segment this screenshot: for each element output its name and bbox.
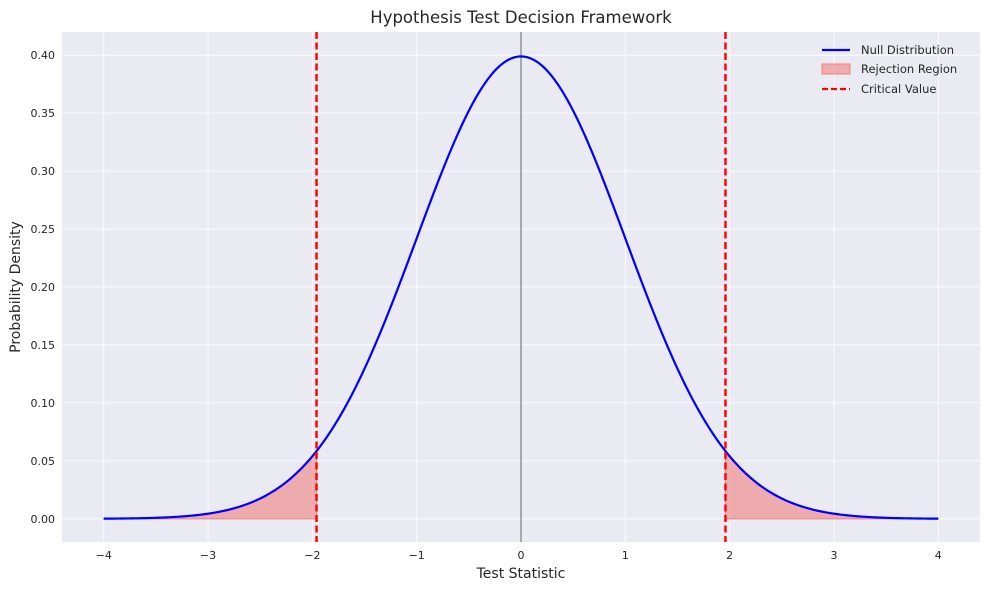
y-tick-label: 0.10 [31, 397, 56, 410]
y-tick-label: 0.35 [31, 107, 56, 120]
null-distribution-line [103, 55, 939, 520]
legend: Null Distribution Rejection Region Criti… [821, 43, 957, 96]
null-distribution-curve [103, 55, 939, 520]
y-tick-label: 0.15 [31, 339, 56, 352]
x-tick-label: 4 [935, 549, 942, 562]
critical-value-lines [315, 32, 727, 542]
y-axis-label: Probability Density [8, 221, 24, 353]
y-tick-label: 0.00 [31, 513, 56, 526]
chart-title: Hypothesis Test Decision Framework [370, 8, 672, 27]
x-tick-label: 2 [726, 549, 733, 562]
x-axis-ticks: −4 −3 −2 −1 0 1 2 3 4 [96, 549, 942, 562]
x-tick-label: 1 [622, 549, 629, 562]
legend-item-null-distribution: Null Distribution [822, 43, 954, 57]
legend-label-critical-value: Critical Value [861, 82, 936, 96]
x-axis-label: Test Statistic [476, 566, 566, 582]
x-tick-label: 0 [518, 549, 525, 562]
y-tick-label: 0.30 [31, 165, 56, 178]
x-tick-label: −3 [200, 549, 216, 562]
y-tick-label: 0.40 [31, 49, 56, 62]
legend-swatch-rejection-region [821, 63, 851, 75]
x-tick-label: −4 [96, 549, 112, 562]
legend-label-null-distribution: Null Distribution [861, 43, 954, 57]
legend-item-critical-value: Critical Value [822, 82, 936, 96]
y-tick-label: 0.20 [31, 281, 56, 294]
x-tick-label: −1 [409, 549, 425, 562]
y-axis-ticks: 0.00 0.05 0.10 0.15 0.20 0.25 0.30 0.35 0.40 [31, 49, 56, 526]
y-tick-label: 0.05 [31, 455, 56, 468]
x-tick-label: 3 [830, 549, 837, 562]
legend-label-rejection-region: Rejection Region [861, 62, 957, 76]
y-tick-label: 0.25 [31, 223, 56, 236]
legend-item-rejection-region: Rejection Region [821, 62, 957, 76]
x-tick-label: −2 [304, 549, 320, 562]
